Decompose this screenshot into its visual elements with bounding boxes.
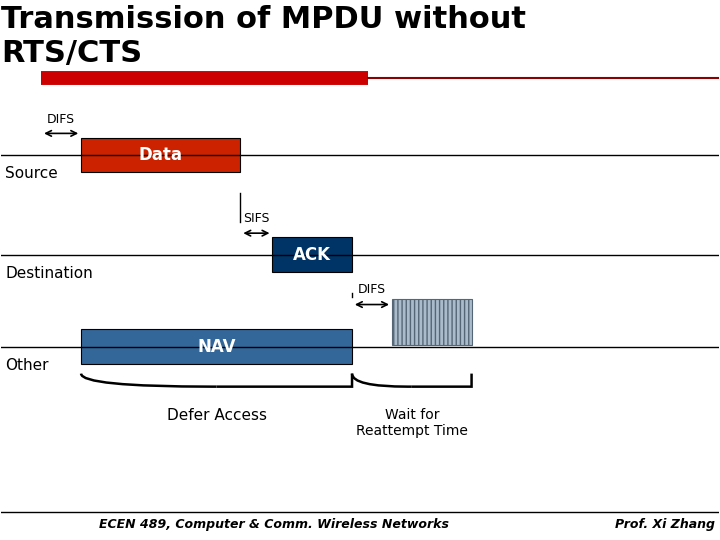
Text: DIFS: DIFS — [358, 283, 386, 296]
Text: Other: Other — [5, 358, 49, 373]
Text: ECEN 489, Computer & Comm. Wireless Networks: ECEN 489, Computer & Comm. Wireless Netw… — [99, 518, 449, 531]
Text: Data: Data — [139, 146, 183, 164]
Text: DIFS: DIFS — [47, 113, 75, 126]
Text: Transmission of MPDU without
RTS/CTS: Transmission of MPDU without RTS/CTS — [1, 5, 526, 68]
Bar — [81, 138, 240, 172]
Text: ACK: ACK — [293, 246, 331, 264]
Bar — [392, 299, 472, 345]
Text: Prof. Xi Zhang: Prof. Xi Zhang — [615, 518, 715, 531]
Text: Source: Source — [5, 166, 58, 181]
Text: SIFS: SIFS — [243, 212, 270, 225]
Bar — [272, 238, 352, 272]
Text: NAV: NAV — [197, 338, 236, 356]
Bar — [81, 329, 352, 364]
Text: Wait for
Reattempt Time: Wait for Reattempt Time — [356, 408, 468, 438]
Text: Destination: Destination — [5, 266, 93, 281]
Text: Defer Access: Defer Access — [166, 408, 266, 423]
